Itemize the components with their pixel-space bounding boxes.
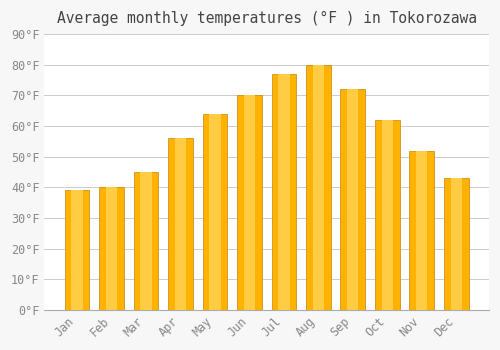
Bar	[272, 74, 296, 310]
Bar	[444, 178, 468, 310]
Bar	[375, 120, 400, 310]
Bar	[168, 138, 193, 310]
Bar	[410, 150, 434, 310]
Bar	[175, 138, 186, 310]
Bar	[210, 114, 220, 310]
Bar	[64, 190, 90, 310]
Bar	[237, 96, 262, 310]
Bar	[313, 65, 324, 310]
Bar	[382, 120, 393, 310]
Bar	[134, 172, 158, 310]
Bar	[450, 178, 462, 310]
Bar	[416, 150, 428, 310]
Bar	[340, 89, 365, 310]
Bar	[348, 89, 358, 310]
Bar	[306, 65, 331, 310]
Bar	[278, 74, 289, 310]
Bar	[244, 96, 255, 310]
Bar	[140, 172, 151, 310]
Title: Average monthly temperatures (°F ) in Tokorozawa: Average monthly temperatures (°F ) in To…	[56, 11, 476, 26]
Bar	[106, 187, 117, 310]
Bar	[72, 190, 83, 310]
Bar	[99, 187, 124, 310]
Bar	[202, 114, 228, 310]
